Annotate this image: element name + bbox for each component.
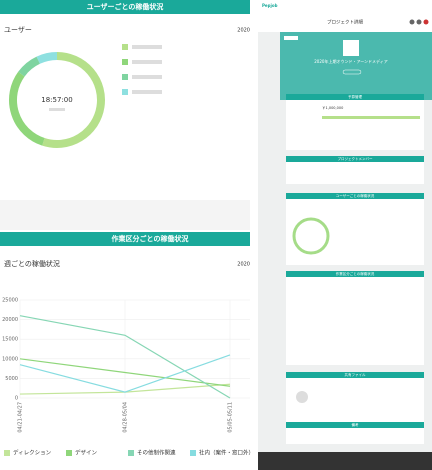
- label: 週ごとの稼働状況: [4, 259, 60, 268]
- section-header: [286, 372, 424, 378]
- section-header: [286, 271, 424, 277]
- section-card: [286, 94, 424, 150]
- donut-segment: [36, 52, 58, 64]
- legend-swatch: [4, 450, 10, 456]
- icon[interactable]: [416, 19, 422, 25]
- year: 2020: [237, 28, 250, 34]
- legend-swatch: [122, 89, 128, 95]
- legend-swatch: [66, 450, 72, 456]
- x-tick-label: 05/05-05/11: [228, 402, 234, 433]
- panel-header: [0, 232, 250, 246]
- logo: Pepjob: [262, 3, 278, 8]
- legend-swatch: [122, 44, 128, 50]
- mini-donut: [292, 217, 330, 255]
- header-title: 作業区分ごとの稼働状況: [112, 234, 189, 243]
- page-title: プロジェクト詳細: [327, 19, 363, 26]
- section-header: [286, 156, 424, 162]
- section-card: [286, 372, 424, 422]
- budget-bar: [322, 116, 420, 119]
- x-tick-label: 04/28-05/04: [123, 402, 129, 433]
- donut-segment: [42, 52, 105, 148]
- legend-label: ディレクション: [13, 449, 52, 457]
- y-tick-label: 20000: [2, 317, 18, 323]
- section-title: 共有ファイル: [345, 372, 366, 377]
- center-sub-blurred: [49, 108, 65, 111]
- center-label: 18:57:00: [41, 96, 72, 104]
- section-card: [286, 271, 424, 365]
- legend-swatch: [122, 74, 128, 80]
- y-tick-label: 10000: [2, 356, 18, 362]
- header-title: ユーザーごとの稼働状況: [87, 2, 164, 11]
- project-image: [343, 40, 359, 56]
- section-header: [286, 422, 424, 428]
- legend-swatch: [128, 450, 134, 456]
- legend-swatch: [122, 59, 128, 65]
- top-bar: [258, 0, 432, 32]
- y-tick-label: 25000: [2, 298, 18, 304]
- section-title: 作業区分ごとの稼働状況: [336, 271, 375, 276]
- section-card: [286, 193, 424, 265]
- tag: [284, 36, 298, 40]
- section-header: [286, 94, 424, 100]
- panel-header: [0, 0, 250, 14]
- label: ユーザー: [4, 26, 32, 34]
- x-tick-label: 04/21-04/27: [18, 402, 24, 433]
- line: [19, 315, 231, 399]
- line: [19, 354, 231, 393]
- icon[interactable]: [409, 19, 415, 25]
- line: [19, 358, 231, 387]
- file-icon: [296, 391, 308, 403]
- legend-name-blurred: [132, 60, 162, 64]
- gap: [0, 200, 250, 230]
- project-name: 2020年上期オウンド・アーンドメディア: [314, 58, 387, 64]
- donut-segment: [9, 71, 45, 146]
- budget: ￥1,000,000: [322, 106, 343, 110]
- y-tick-label: 5000: [5, 376, 18, 382]
- legend-name-blurred: [132, 90, 162, 94]
- footer: [258, 452, 432, 470]
- section-title: 予算管理: [348, 94, 362, 99]
- icon[interactable]: [423, 19, 429, 25]
- y-tick-label: 0: [15, 396, 18, 402]
- section-title: プロジェクトメンバー: [338, 156, 373, 161]
- button[interactable]: [342, 69, 362, 75]
- panel: [0, 0, 250, 200]
- section-header: [286, 193, 424, 199]
- legend-label: デザイン: [75, 449, 98, 457]
- donut-segment: [18, 56, 41, 77]
- legend-name-blurred: [132, 75, 162, 79]
- legend-label: 社内（案件・窓口外）: [199, 449, 254, 457]
- legend-label: その他制作関連: [137, 449, 176, 457]
- section-title: ユーザーごとの稼働状況: [336, 193, 375, 198]
- section-title: 備考: [352, 422, 360, 427]
- year: 2020: [237, 262, 250, 268]
- legend-swatch: [190, 450, 196, 456]
- y-tick-label: 15000: [2, 337, 18, 343]
- legend-name-blurred: [132, 45, 162, 49]
